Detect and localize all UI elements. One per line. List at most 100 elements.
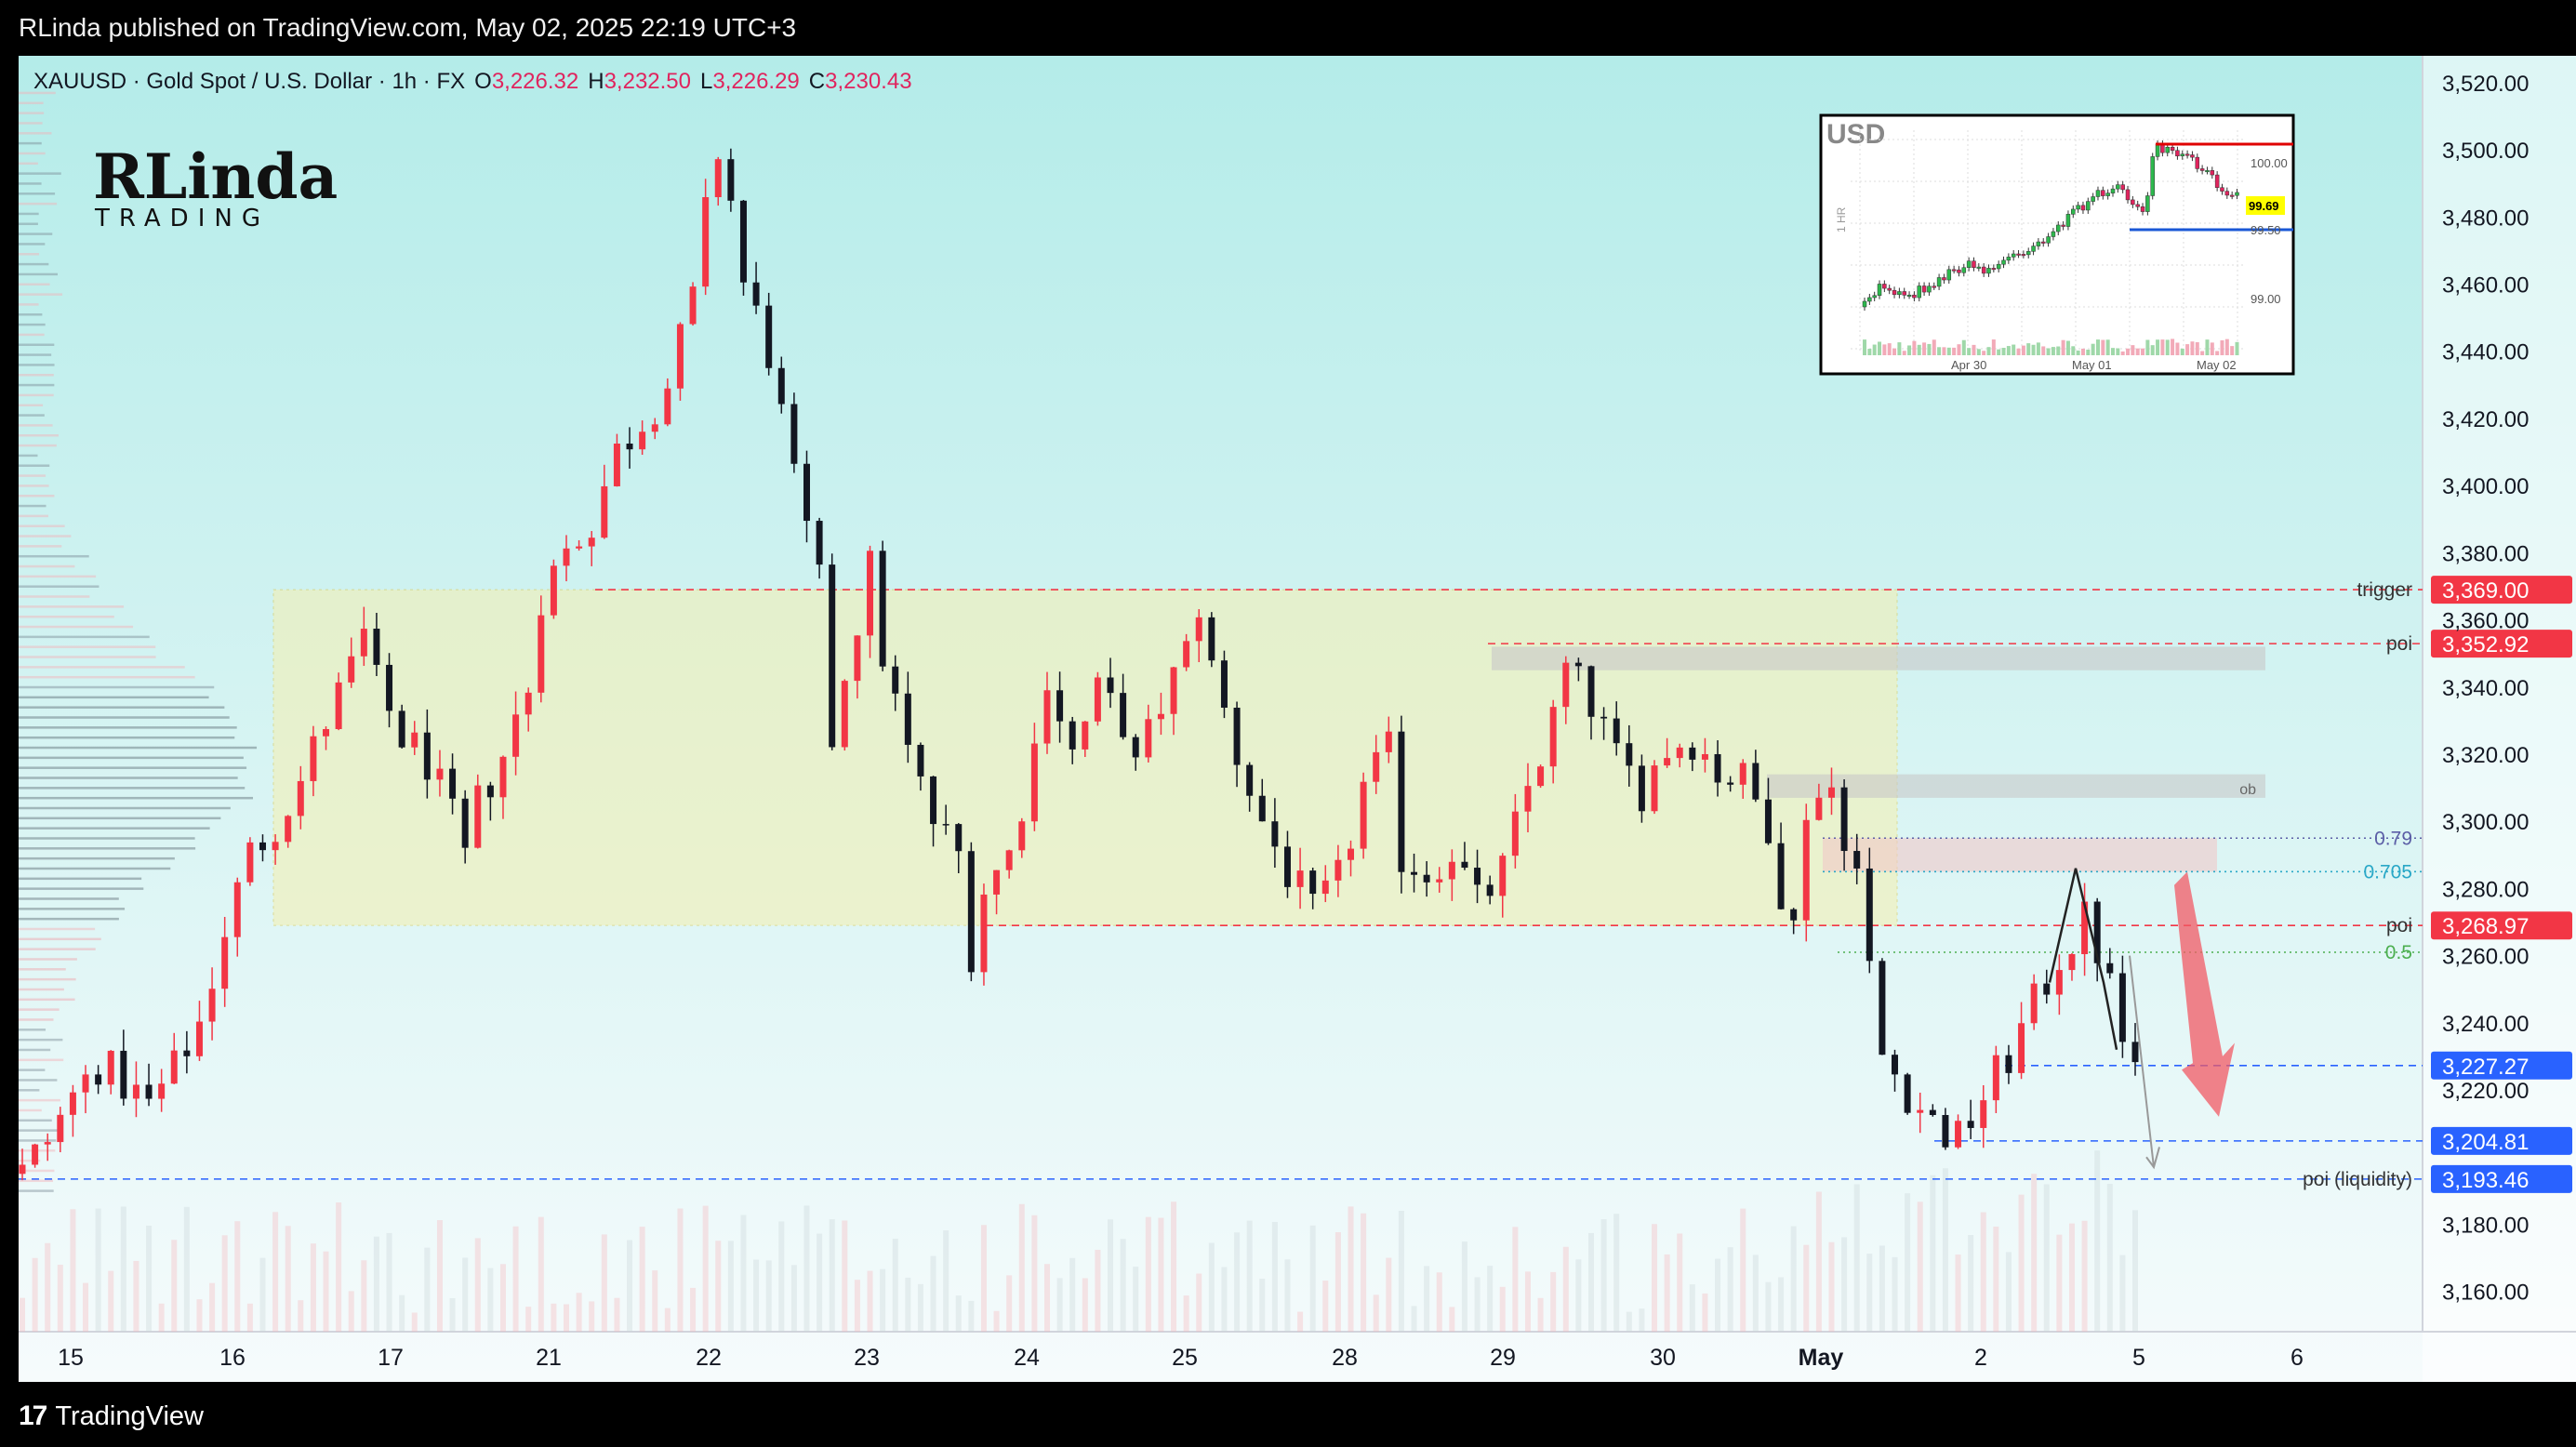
inset-candle-body <box>2040 241 2046 244</box>
volume-bar <box>1613 1214 1620 1332</box>
volume-bar <box>1562 1246 1569 1332</box>
volume-profile-bar <box>19 283 50 286</box>
price-chart[interactable]: ob trigger poi 0.79 0.705 poi 0.5 poi (liquidi… <box>0 0 2576 1382</box>
volume-profile-bar <box>19 243 46 246</box>
candle-body <box>1777 843 1785 909</box>
volume-profile-bar <box>19 1159 41 1162</box>
inset-volume-bar <box>2235 341 2239 355</box>
volume-bar <box>1145 1216 1151 1332</box>
volume-bar <box>146 1226 153 1332</box>
price-tick-label: 3,280.00 <box>2442 877 2529 902</box>
inset-volume-bar <box>2156 339 2160 355</box>
volume-bar <box>2132 1210 2138 1332</box>
candle-body <box>1664 758 1671 766</box>
inset-volume-bar <box>2150 345 2155 355</box>
inset-candle-body <box>1932 285 1937 288</box>
candle-body <box>2081 901 2089 955</box>
price-axis[interactable]: 3,369.00 3,352.92 3,268.97 3,227.27 3,204.81… <box>2431 72 2572 1306</box>
level-label-8: poi (liquidity) <box>2303 1169 2412 1190</box>
volume-bar <box>880 1268 886 1332</box>
inset-volume-bar <box>2006 346 2011 355</box>
volume-bar <box>108 1270 114 1332</box>
candle-body <box>1183 641 1190 668</box>
volume-profile-bar <box>19 1079 58 1082</box>
price-tick-label: 3,520.00 <box>2442 72 2529 97</box>
price-tick-label: 3,480.00 <box>2442 206 2529 231</box>
watermark-line1: RLinda <box>93 140 339 213</box>
candle-body <box>1258 795 1266 822</box>
volume-bar <box>196 1299 203 1332</box>
inset-candle-body <box>2125 189 2131 201</box>
inset-volume-bar <box>2180 348 2184 355</box>
volume-bar <box>1133 1267 1139 1332</box>
volume-bar <box>1208 1242 1215 1332</box>
volume-bar <box>639 1227 645 1332</box>
inset-candle-body <box>2170 147 2175 152</box>
volume-bar <box>310 1243 316 1332</box>
inset-volume-bar <box>1986 347 1991 355</box>
ohlc-high-value: 3,232.50 <box>604 69 691 94</box>
time-tick-label: 29 <box>1490 1345 1516 1371</box>
volume-bar <box>980 1225 987 1332</box>
candle-body <box>1499 856 1507 896</box>
candle-body <box>221 936 229 989</box>
volume-bar <box>1626 1311 1632 1332</box>
candle-body <box>246 842 254 883</box>
volume-bar <box>234 1221 241 1332</box>
volume-bar <box>1373 1294 1379 1332</box>
volume-profile-bar <box>19 908 126 910</box>
time-tick-label: 22 <box>696 1345 722 1371</box>
candle-body <box>765 305 773 368</box>
volume-profile-bar <box>19 1098 60 1102</box>
volume-bar <box>183 1206 190 1332</box>
volume-bar <box>133 1260 139 1332</box>
inset-candle-body <box>1972 260 1976 268</box>
volume-profile-bar <box>19 645 156 648</box>
price-badge-text-0: 3,369.00 <box>2442 578 2529 604</box>
candle-body <box>1461 861 1468 869</box>
inset-date-may02: May 02 <box>2197 358 2237 372</box>
volume-profile-bar <box>19 101 44 105</box>
candle-body <box>2055 970 2063 995</box>
candle-body <box>1511 811 1519 856</box>
candle-body <box>879 551 886 667</box>
volume-bar <box>1803 1244 1810 1332</box>
candle-body <box>1069 721 1076 750</box>
inset-candle-body <box>2175 150 2180 157</box>
candle-body <box>829 564 836 748</box>
volume-bar <box>512 1226 519 1332</box>
inset-volume-bar <box>1967 348 1972 355</box>
candle-body <box>689 286 697 325</box>
volume-bar <box>1892 1256 1898 1332</box>
volume-profile-bar <box>19 746 258 750</box>
inset-candle-body <box>1936 277 1942 287</box>
inset-candle-body <box>2165 147 2170 153</box>
candle-body <box>323 729 330 737</box>
candle-body <box>1980 1100 1987 1128</box>
symbol-legend[interactable]: XAUUSD · Gold Spot / U.S. Dollar · 1h · … <box>33 69 912 95</box>
candle-body <box>1879 961 1886 1055</box>
candle-body <box>386 664 393 711</box>
tradingview-brand[interactable]: 17 TradingView <box>19 1401 204 1432</box>
volume-bar <box>842 1220 848 1332</box>
inset-candle-body <box>1892 289 1897 296</box>
volume-bar <box>1980 1212 1986 1332</box>
time-axis[interactable]: 15 16 17 21 22 23 24 25 28 29 30 May 2 5 6 <box>58 1345 2304 1371</box>
volume-profile-bar <box>19 877 142 881</box>
thin-forecast-arrowhead <box>2145 1147 2160 1170</box>
volume-bar <box>1322 1281 1329 1332</box>
volume-bar <box>1120 1239 1126 1332</box>
candle-body <box>2043 983 2051 995</box>
volume-profile-bar <box>19 313 43 316</box>
volume-bar <box>449 1297 456 1332</box>
price-tick-label: 3,420.00 <box>2442 407 2529 432</box>
time-tick-label: 17 <box>378 1345 404 1371</box>
zone-range <box>272 589 1898 926</box>
candle-body <box>1030 743 1038 822</box>
volume-bar <box>1652 1224 1658 1332</box>
volume-profile-bar <box>19 998 75 1002</box>
volume-bar <box>120 1206 126 1332</box>
ohlc-high: H3,232.50 <box>588 69 691 94</box>
inset-volume-bar <box>1882 344 1887 355</box>
volume-profile-bar <box>19 1189 54 1192</box>
